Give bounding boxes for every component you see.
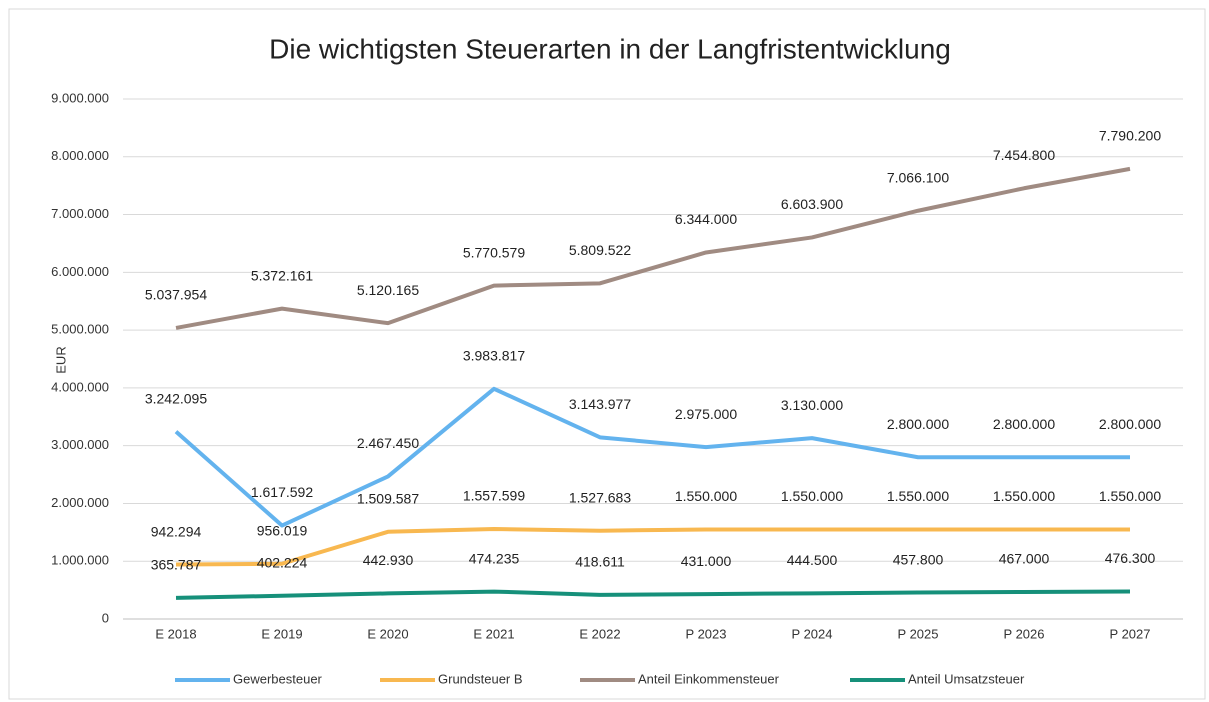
data-label: 2.467.450 — [357, 435, 419, 451]
data-label: 7.790.200 — [1099, 128, 1161, 144]
data-label: 431.000 — [681, 553, 732, 569]
series-line — [175, 166, 1131, 330]
y-tick-label: 5.000.000 — [51, 322, 109, 337]
legend-label: Anteil Umsatzsteuer — [908, 671, 1025, 686]
y-tick-label: 1.000.000 — [51, 553, 109, 568]
data-label: 1.550.000 — [675, 488, 737, 504]
data-label: 402.224 — [257, 554, 308, 570]
x-tick-label: E 2021 — [473, 626, 514, 641]
data-label: 442.930 — [363, 552, 414, 568]
data-label: 3.143.977 — [569, 396, 631, 412]
data-label: 3.242.095 — [145, 390, 207, 406]
data-label: 1.617.592 — [251, 484, 313, 500]
y-tick-label: 4.000.000 — [51, 379, 109, 394]
series-line — [174, 386, 1130, 528]
data-label: 5.770.579 — [463, 244, 525, 260]
data-label: 7.066.100 — [887, 169, 949, 185]
x-tick-label: E 2019 — [261, 626, 302, 641]
x-tick-label: E 2020 — [367, 626, 408, 641]
series-line — [175, 527, 1130, 567]
legend-label: Grundsteuer B — [438, 671, 523, 686]
x-tick-label: P 2025 — [898, 626, 939, 641]
data-label: 5.037.954 — [145, 287, 207, 303]
y-axis-label: EUR — [53, 346, 68, 373]
legend-label: Gewerbesteuer — [233, 671, 323, 686]
data-label: 942.294 — [151, 523, 202, 539]
x-tick-label: P 2024 — [792, 626, 833, 641]
data-label: 1.550.000 — [887, 488, 949, 504]
data-label: 5.372.161 — [251, 267, 313, 283]
data-label: 5.809.522 — [569, 242, 631, 258]
data-label: 365.787 — [151, 557, 202, 573]
y-tick-label: 7.000.000 — [51, 206, 109, 221]
data-label: 2.800.000 — [993, 416, 1055, 432]
data-label: 1.550.000 — [1099, 488, 1161, 504]
data-label: 1.527.683 — [569, 489, 631, 505]
x-tick-label: P 2023 — [686, 626, 727, 641]
data-label: 467.000 — [999, 551, 1050, 567]
y-tick-label: 8.000.000 — [51, 148, 109, 163]
chart-title: Die wichtigsten Steuerarten in der Langf… — [269, 33, 951, 64]
series-line — [175, 589, 1131, 600]
data-label: 1.550.000 — [781, 488, 843, 504]
data-label: 6.603.900 — [781, 196, 843, 212]
data-label: 2.800.000 — [887, 416, 949, 432]
data-label: 3.130.000 — [781, 397, 843, 413]
data-label: 1.509.587 — [357, 490, 419, 506]
y-tick-label: 3.000.000 — [51, 437, 109, 452]
x-tick-label: E 2022 — [579, 626, 620, 641]
y-tick-label: 6.000.000 — [51, 264, 109, 279]
chart-border — [8, 8, 1206, 700]
y-tick-label: 2.000.000 — [51, 495, 109, 510]
data-label: 1.557.599 — [463, 488, 525, 504]
data-label: 2.975.000 — [675, 406, 737, 422]
data-label: 5.120.165 — [357, 282, 419, 298]
data-label: 1.550.000 — [993, 488, 1055, 504]
x-tick-label: P 2027 — [1110, 626, 1151, 641]
x-tick-label: P 2026 — [1004, 626, 1045, 641]
data-label: 444.500 — [787, 552, 838, 568]
data-label: 476.300 — [1105, 550, 1156, 566]
data-label: 956.019 — [257, 522, 308, 538]
data-label: 3.983.817 — [463, 348, 525, 364]
data-label: 474.235 — [469, 550, 520, 566]
data-label: 7.454.800 — [993, 147, 1055, 163]
legend-label: Anteil Einkommensteuer — [638, 671, 780, 686]
data-label: 2.800.000 — [1099, 416, 1161, 432]
y-tick-label: 9.000.000 — [51, 90, 109, 105]
data-label: 418.611 — [575, 554, 625, 570]
data-label: 6.344.000 — [675, 211, 737, 227]
data-label: 457.800 — [893, 551, 944, 567]
y-tick-label: 0 — [102, 610, 109, 625]
x-tick-label: E 2018 — [155, 626, 196, 641]
